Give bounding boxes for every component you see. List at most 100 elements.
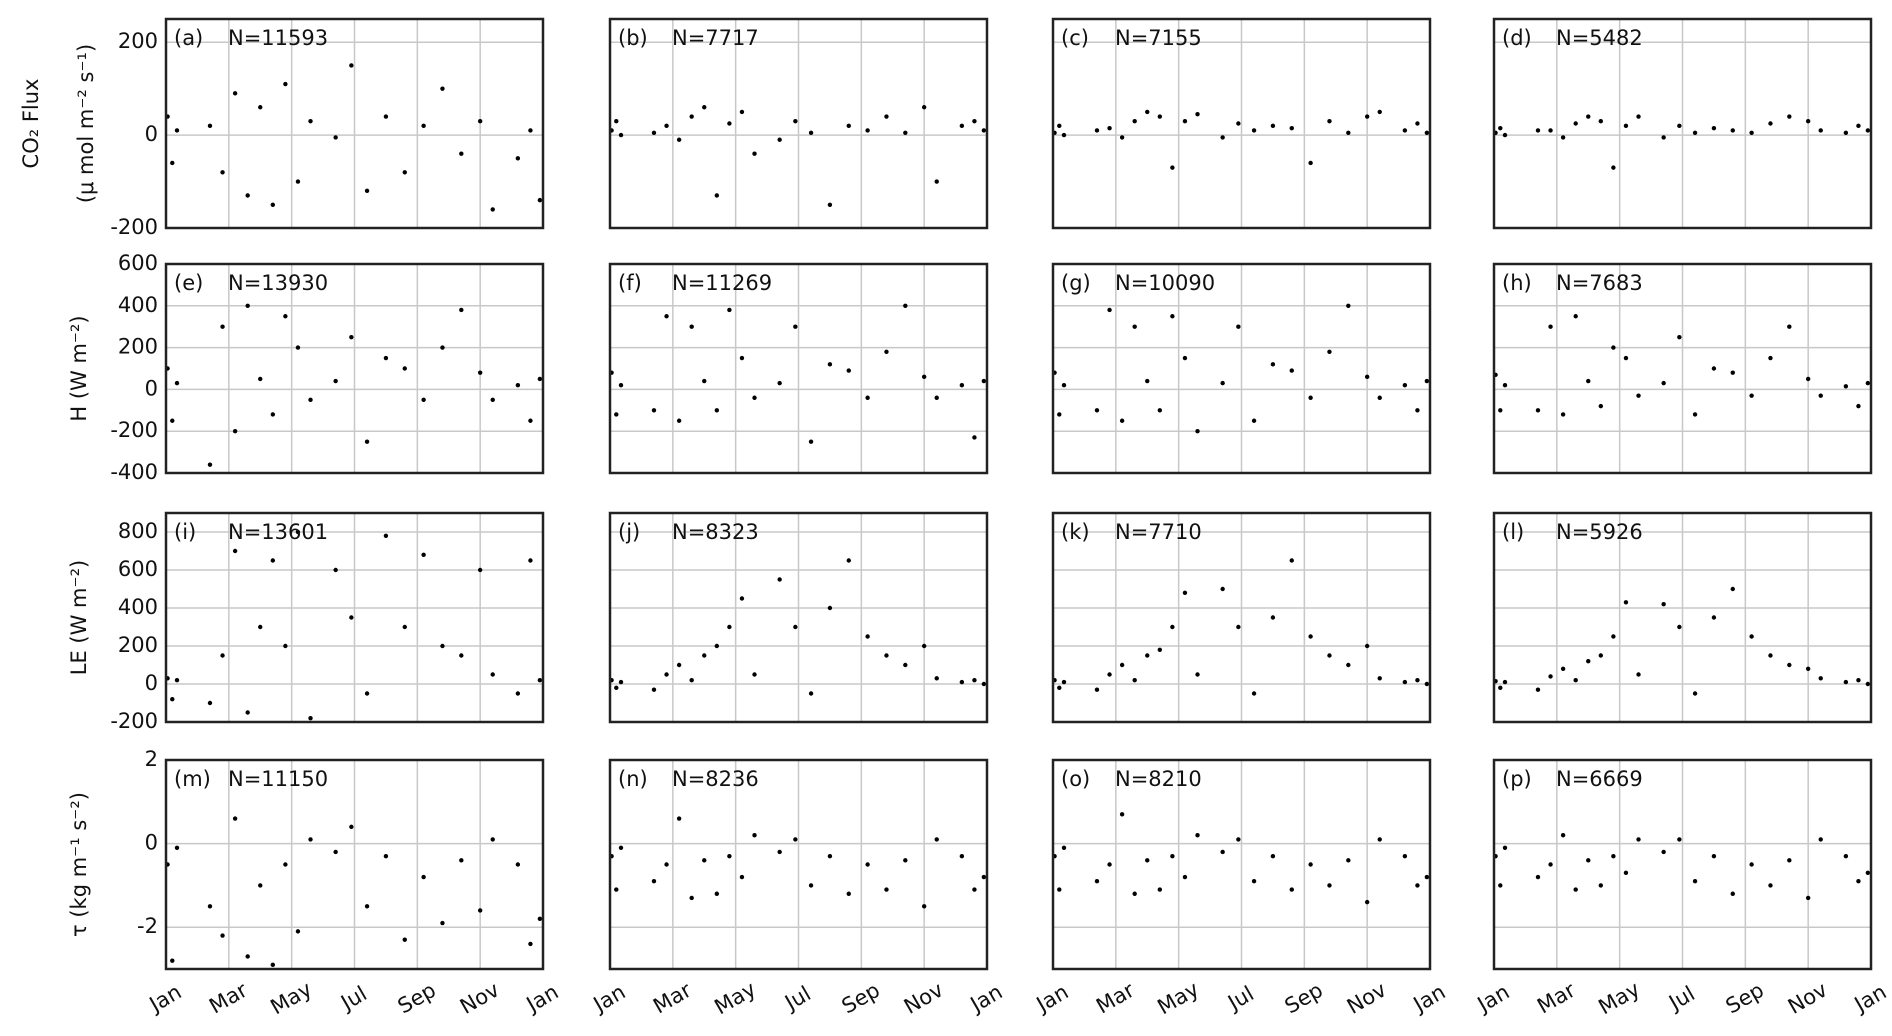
point [1730,370,1735,375]
point [1132,324,1137,329]
point [664,672,669,677]
point [1157,647,1163,652]
point [1730,128,1735,133]
point [1132,891,1137,896]
point [421,397,426,403]
point [981,128,987,133]
point [1145,378,1150,384]
point [490,837,495,842]
point [1623,600,1629,605]
point [702,858,707,863]
point [664,123,669,129]
point [1057,412,1062,417]
point [1548,128,1553,133]
point [459,653,464,658]
point [1586,378,1591,384]
point [702,653,707,658]
point [1768,883,1773,888]
point [1346,130,1351,135]
point [1573,314,1578,319]
point [1270,123,1276,129]
point [515,156,521,161]
point [1377,395,1382,400]
point [884,349,889,354]
point [959,853,965,859]
point [664,862,669,867]
point [1573,678,1578,683]
point [1377,109,1382,115]
point [308,397,313,403]
point [752,833,757,838]
point [1636,672,1641,677]
point [1236,624,1241,630]
point [793,624,798,630]
panel-annotation: N=8210 [1115,767,1202,791]
point [1364,114,1370,119]
point [651,130,657,135]
point [364,439,370,444]
point [1270,853,1276,859]
panel-frame [608,758,989,971]
point [364,188,370,194]
point [1107,125,1112,131]
point [1661,602,1666,607]
point [1730,586,1735,592]
point [1424,378,1430,384]
panel-annotation: N=11269 [672,271,772,295]
panel: (g) N=10090 [1051,262,1432,475]
point [1145,858,1150,863]
point [459,151,464,156]
point [1749,634,1754,639]
point [1677,624,1682,630]
point [1805,666,1811,671]
point [1119,812,1125,817]
point [1236,121,1241,126]
x-tick-label: Jan [1472,980,1514,1018]
point [1402,679,1408,685]
y-tick-label: 800 [118,519,158,543]
point [1548,674,1553,679]
point [1843,130,1849,135]
point [1132,118,1137,124]
point [1251,879,1257,884]
y-axis-label: LE (W m⁻²) [67,560,91,675]
point [1692,879,1698,884]
panel: Jan Mar May Jul Sep Nov Jan (p) N=6669 [1472,758,1891,1019]
point [921,105,927,110]
point [1865,681,1871,687]
point [537,678,543,683]
point [1170,165,1175,170]
point [1611,853,1616,859]
x-tick-label: Mar [205,978,252,1019]
point [283,643,288,649]
y-axis-label: H (W m⁻²) [67,315,91,421]
point [258,883,263,888]
point [308,716,313,721]
panel-label: (h) [1502,271,1532,295]
point [1636,114,1641,119]
panel-annotation: N=11150 [228,767,328,791]
panel-annotation: N=5926 [1556,520,1643,544]
panel-frame [608,17,989,230]
point [727,853,732,859]
x-tick-label: Jul [1663,981,1699,1015]
point [846,368,851,373]
point [959,123,965,129]
panel-annotation: N=7717 [672,26,759,50]
point [1661,135,1666,140]
point [1586,114,1591,119]
point [295,179,301,184]
y-tick-label: 200 [118,29,158,53]
point [402,170,407,175]
panel-annotation: N=7155 [1115,26,1202,50]
panel-frame [608,262,989,475]
point [1289,558,1294,563]
point [283,862,288,867]
point [207,123,213,129]
panel-frame [1492,511,1873,724]
point [1692,130,1698,135]
point [1377,676,1382,681]
panel-annotation: N=7710 [1115,520,1202,544]
panel-label: (c) [1061,26,1089,50]
point [972,678,977,683]
